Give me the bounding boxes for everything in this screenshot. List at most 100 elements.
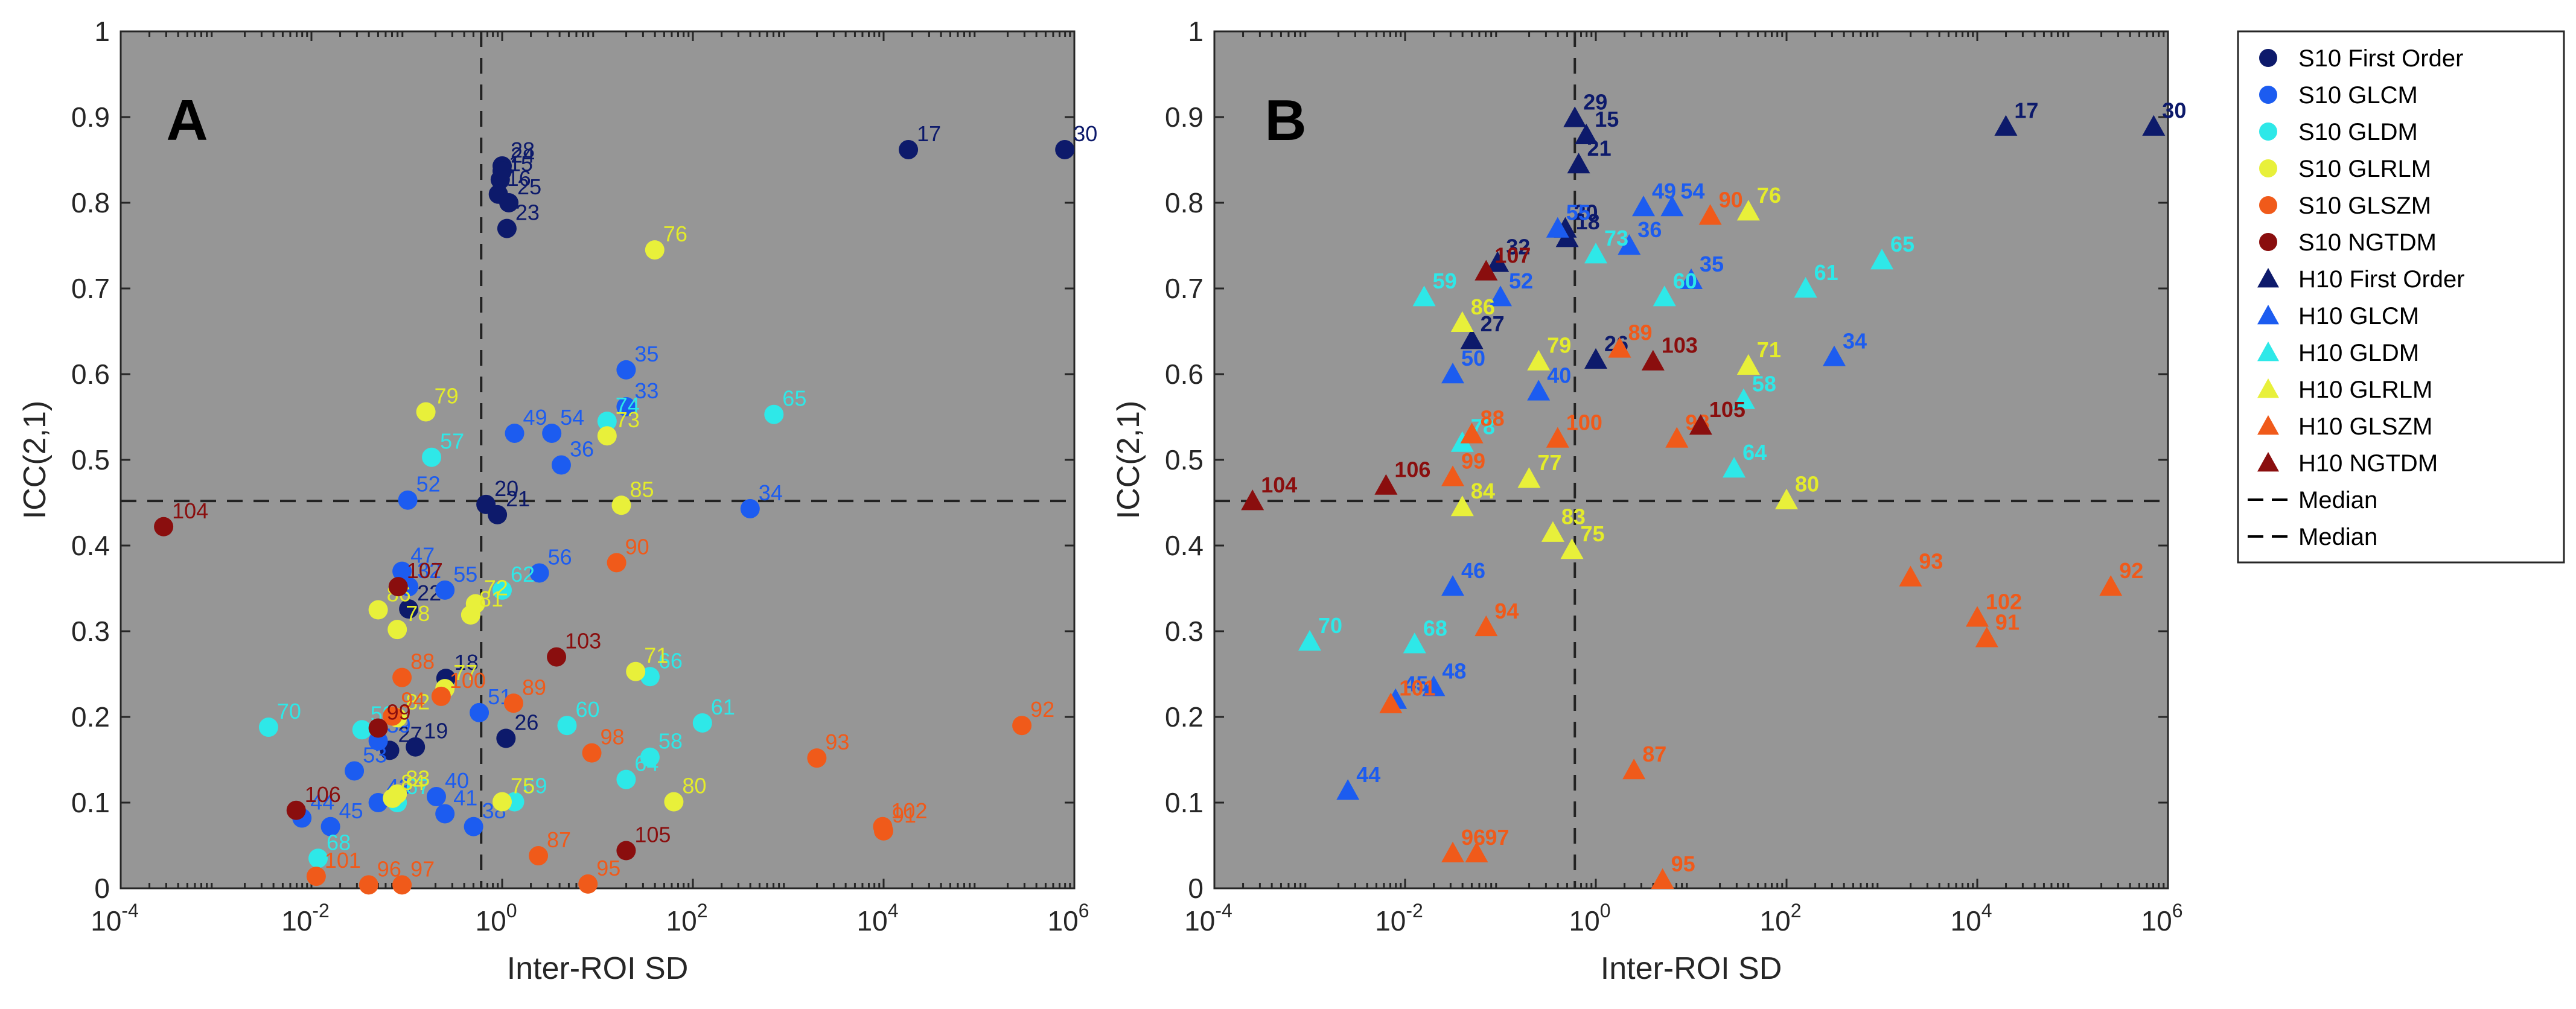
data-point — [497, 218, 517, 238]
data-point — [645, 240, 665, 260]
data-label: 94 — [1494, 599, 1519, 623]
data-label: 89 — [1628, 320, 1653, 345]
data-label: 57 — [440, 429, 464, 454]
data-label: 44 — [1356, 762, 1380, 787]
data-label: 21 — [1587, 136, 1612, 161]
panel-a: 0 0.1 0.2 0.3 0.4 0.5 0.6 0.7 0.8 0.9 1 10-4 10-2 100… — [18, 16, 1097, 986]
y-tick-label: 0 — [1188, 873, 1204, 904]
legend-marker — [2259, 123, 2277, 141]
data-label: 88 — [1481, 406, 1505, 430]
data-label: 28 — [511, 138, 535, 162]
data-label: 54 — [1680, 179, 1704, 203]
data-point — [611, 495, 631, 515]
data-point — [435, 804, 455, 824]
data-point — [352, 720, 372, 740]
series-s10-glrlm: 767973857281867871777580828384 — [368, 221, 706, 812]
data-label: 17 — [917, 121, 941, 146]
data-point — [392, 667, 412, 687]
data-label: 62 — [511, 562, 535, 587]
y-axis-label: ICC(2,1) — [1111, 401, 1146, 519]
data-point — [1475, 259, 1498, 281]
data-point — [1736, 200, 1760, 221]
legend-label: H10 GLDM — [2298, 340, 2419, 366]
legend-marker — [2257, 305, 2279, 325]
data-label: 27 — [1481, 311, 1505, 336]
data-label: 93 — [1919, 549, 1943, 574]
data-point — [388, 577, 408, 597]
data-point — [529, 846, 549, 866]
data-point — [1723, 457, 1746, 478]
data-label: 107 — [1494, 243, 1531, 268]
data-label: 96 — [1461, 825, 1485, 850]
data-label: 103 — [565, 629, 601, 654]
data-point — [493, 580, 512, 600]
legend-marker — [2259, 86, 2277, 104]
y-tick-label: 0.4 — [1165, 530, 1204, 561]
data-label: 69 — [523, 774, 547, 798]
data-point — [582, 743, 602, 763]
data-point — [1736, 354, 1760, 375]
data-point — [1412, 285, 1436, 307]
data-point — [406, 737, 426, 757]
data-point — [1618, 234, 1641, 255]
data-label: 48 — [1442, 658, 1466, 683]
data-point — [1651, 868, 1674, 889]
data-label: 90 — [625, 534, 649, 559]
data-label: 34 — [1843, 329, 1867, 354]
data-label: 91 — [1995, 610, 2020, 634]
legend: S10 First Order S10 GLCM S10 GLDM S10 GLRLM… — [2237, 30, 2565, 564]
panel-b: 0 0.1 0.2 0.3 0.4 0.5 0.6 0.7 0.8 0.9 1 10-4 10-2 100… — [1111, 16, 2186, 986]
y-tick-label: 0.8 — [1165, 187, 1204, 218]
data-point — [368, 600, 388, 620]
data-point — [1975, 626, 1998, 648]
legend-label: Median — [2298, 487, 2377, 514]
legend-marker — [2257, 415, 2279, 435]
x-tick-label: 10-2 — [1375, 900, 1423, 937]
data-label: 70 — [1318, 613, 1342, 638]
data-point — [1546, 427, 1569, 448]
data-label: 72 — [484, 576, 508, 600]
y-tick-label: 0.7 — [1165, 273, 1204, 304]
x-tick-label: 102 — [1760, 900, 1802, 937]
data-label: 15 — [1595, 107, 1619, 132]
series-h10-ngtdm: 104 106 107 103 105 — [1241, 243, 1745, 511]
data-label: 105 — [1709, 397, 1745, 422]
panel-letter: B — [1264, 88, 1306, 153]
data-point — [383, 706, 403, 726]
data-point — [416, 402, 436, 422]
data-point — [1660, 196, 1684, 217]
y-tick-label: 0.5 — [71, 444, 110, 476]
data-label: 71 — [644, 643, 668, 668]
data-point — [493, 792, 512, 812]
data-label: 76 — [1757, 183, 1781, 208]
legend-label: S10 First Order — [2298, 45, 2463, 72]
data-point — [1441, 465, 1464, 486]
legend-box — [2237, 30, 2565, 564]
data-label: 73 — [1604, 226, 1628, 250]
data-point — [1465, 841, 1488, 862]
data-label: 95 — [596, 856, 620, 880]
data-label: 100 — [450, 668, 486, 693]
data-point — [1527, 380, 1551, 401]
data-point — [258, 718, 278, 737]
data-label: 30 — [1073, 121, 1097, 146]
x-axis-label: Inter-ROI SD — [1601, 951, 1782, 986]
data-point — [1546, 217, 1569, 238]
data-point — [1475, 615, 1498, 637]
data-point — [320, 816, 340, 836]
data-label: 24 — [511, 142, 535, 167]
data-point — [1584, 348, 1607, 369]
data-label: 17 — [2014, 98, 2038, 123]
x-tick-label: 106 — [2141, 900, 2183, 937]
data-label: 35 — [1700, 252, 1724, 276]
data-point — [1575, 123, 1598, 145]
data-point — [1460, 422, 1484, 444]
data-point — [874, 821, 893, 841]
data-label: 54 — [560, 405, 584, 430]
data-point — [1336, 779, 1360, 800]
x-tick-label: 104 — [857, 900, 899, 937]
data-point — [1450, 495, 1474, 517]
y-tick-label: 0.1 — [1165, 787, 1204, 818]
